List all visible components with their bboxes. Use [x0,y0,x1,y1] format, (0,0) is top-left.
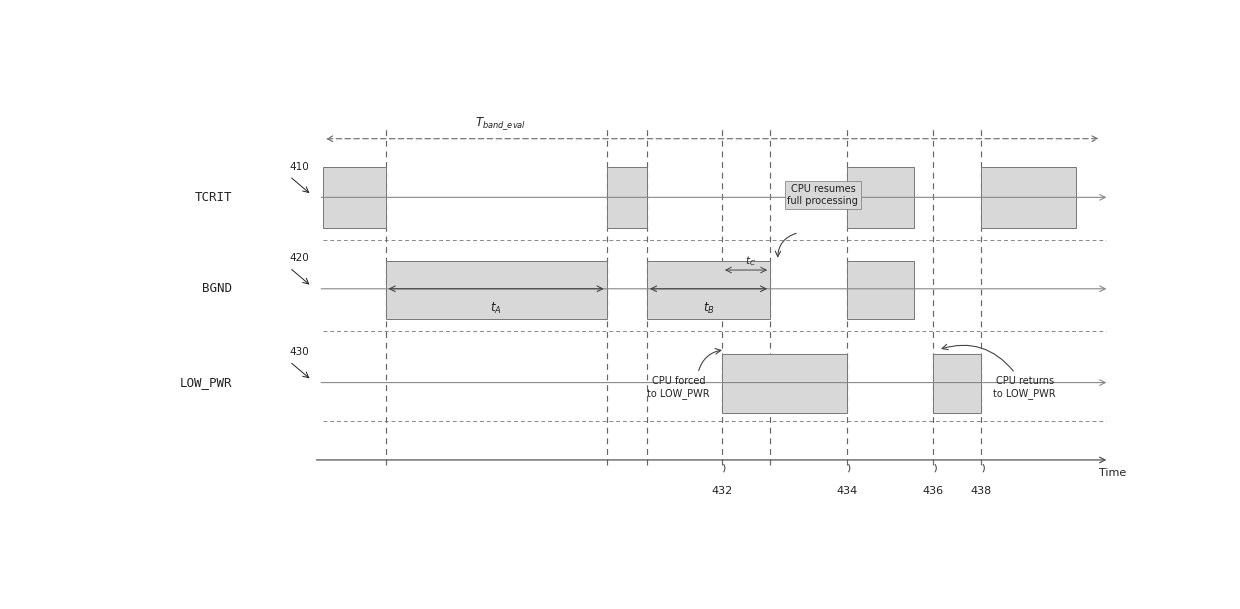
Text: LOW_PWR: LOW_PWR [180,376,232,389]
Text: TCRIT: TCRIT [195,191,232,204]
Text: 438: 438 [971,486,992,496]
Bar [647,261,770,319]
Bar [847,167,914,228]
Text: $T_{band\_eval}$: $T_{band\_eval}$ [475,115,527,132]
Bar [606,167,647,228]
Text: $t_C$: $t_C$ [745,254,756,268]
Text: 432: 432 [712,486,733,496]
Text: 436: 436 [923,486,944,496]
Bar [934,354,982,413]
Text: $t_A$: $t_A$ [490,300,502,315]
Text: CPU resumes
full processing: CPU resumes full processing [787,184,858,206]
Text: 434: 434 [836,486,858,496]
Bar [386,261,606,319]
Text: Time: Time [1099,468,1126,479]
Bar [722,354,847,413]
Text: CPU returns
to LOW_PWR: CPU returns to LOW_PWR [993,376,1056,399]
Bar [982,167,1075,228]
Text: CPU forced
to LOW_PWR: CPU forced to LOW_PWR [647,376,711,399]
Text: $t_B$: $t_B$ [703,300,714,315]
Bar [324,167,386,228]
Text: 420: 420 [289,253,309,263]
Text: BGND: BGND [202,283,232,295]
Text: 410: 410 [289,161,309,172]
Text: 430: 430 [289,347,309,357]
Bar [847,261,914,319]
